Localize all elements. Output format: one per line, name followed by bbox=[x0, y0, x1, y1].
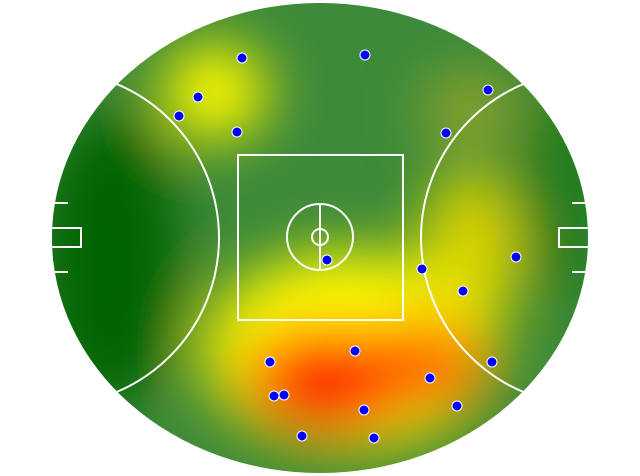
point bbox=[349, 345, 361, 357]
points bbox=[173, 49, 522, 444]
point bbox=[451, 400, 463, 412]
point bbox=[321, 254, 333, 266]
centre-square bbox=[237, 154, 404, 321]
point bbox=[440, 127, 452, 139]
point bbox=[482, 84, 494, 96]
point bbox=[457, 285, 469, 297]
point bbox=[236, 52, 248, 64]
right-arc bbox=[420, 70, 588, 406]
left-goal-square bbox=[52, 227, 82, 248]
point bbox=[231, 126, 243, 138]
point bbox=[192, 91, 204, 103]
right-goal-square bbox=[558, 227, 588, 248]
point bbox=[510, 251, 522, 263]
point bbox=[416, 263, 428, 275]
point bbox=[486, 356, 498, 368]
point bbox=[368, 432, 380, 444]
point bbox=[278, 389, 290, 401]
left-arc bbox=[52, 70, 220, 406]
point bbox=[358, 404, 370, 416]
point bbox=[424, 372, 436, 384]
point bbox=[359, 49, 371, 61]
point bbox=[264, 356, 276, 368]
point bbox=[296, 430, 308, 442]
point bbox=[268, 390, 280, 402]
point bbox=[173, 110, 185, 122]
